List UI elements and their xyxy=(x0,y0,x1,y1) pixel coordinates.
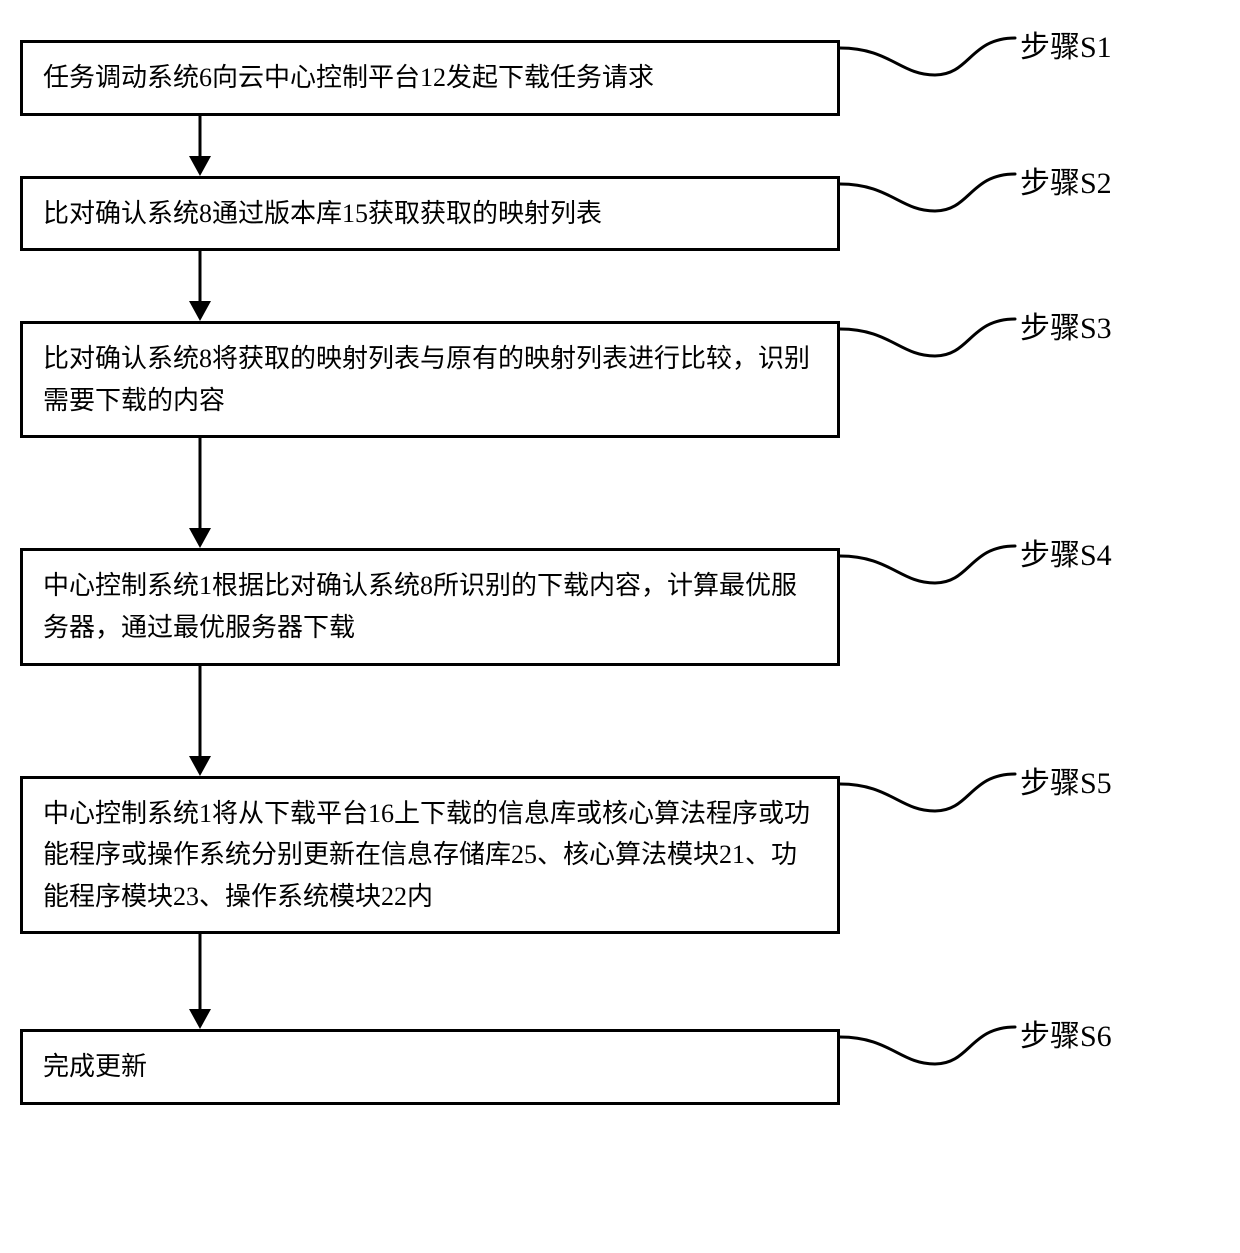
flow-step-box: 比对确认系统8通过版本库15获取获取的映射列表 xyxy=(20,176,840,252)
flow-step-box: 比对确认系统8将获取的映射列表与原有的映射列表进行比较，识别需要下载的内容 xyxy=(20,321,840,438)
flow-step-row: 中心控制系统1将从下载平台16上下载的信息库或核心算法程序或功能程序或操作系统分… xyxy=(20,776,1220,935)
step-label-callout: 步骤S1 xyxy=(840,40,1180,90)
flow-arrow xyxy=(20,666,840,776)
callout-curve xyxy=(840,30,1180,80)
callout-curve xyxy=(840,166,1180,216)
flowchart-container: 任务调动系统6向云中心控制平台12发起下载任务请求步骤S1 比对确认系统8通过版本… xyxy=(20,40,1220,1105)
callout-curve xyxy=(840,766,1180,816)
flow-step-box: 中心控制系统1将从下载平台16上下载的信息库或核心算法程序或功能程序或操作系统分… xyxy=(20,776,840,935)
callout-curve xyxy=(840,538,1180,588)
flow-step-box: 完成更新 xyxy=(20,1029,840,1105)
step-label-callout: 步骤S3 xyxy=(840,321,1180,371)
flow-arrow xyxy=(20,116,840,176)
flow-step-row: 中心控制系统1根据比对确认系统8所识别的下载内容，计算最优服务器，通过最优服务器… xyxy=(20,548,1220,665)
flow-step-box: 任务调动系统6向云中心控制平台12发起下载任务请求 xyxy=(20,40,840,116)
flow-arrow xyxy=(20,438,840,548)
step-label: 步骤S6 xyxy=(1020,1011,1112,1055)
step-label: 步骤S2 xyxy=(1020,158,1112,202)
callout-curve xyxy=(840,1019,1180,1069)
flow-arrow xyxy=(20,934,840,1029)
step-label: 步骤S1 xyxy=(1020,22,1112,66)
step-label: 步骤S4 xyxy=(1020,530,1112,574)
step-label-callout: 步骤S6 xyxy=(840,1029,1180,1079)
step-label-callout: 步骤S5 xyxy=(840,776,1180,826)
flow-arrow xyxy=(20,251,840,321)
step-label: 步骤S3 xyxy=(1020,303,1112,347)
step-label-callout: 步骤S4 xyxy=(840,548,1180,598)
flow-step-box: 中心控制系统1根据比对确认系统8所识别的下载内容，计算最优服务器，通过最优服务器… xyxy=(20,548,840,665)
flow-step-row: 比对确认系统8通过版本库15获取获取的映射列表步骤S2 xyxy=(20,176,1220,252)
flow-step-row: 任务调动系统6向云中心控制平台12发起下载任务请求步骤S1 xyxy=(20,40,1220,116)
step-label-callout: 步骤S2 xyxy=(840,176,1180,226)
callout-curve xyxy=(840,311,1180,361)
flow-step-row: 比对确认系统8将获取的映射列表与原有的映射列表进行比较，识别需要下载的内容步骤S… xyxy=(20,321,1220,438)
step-label: 步骤S5 xyxy=(1020,758,1112,802)
flow-step-row: 完成更新步骤S6 xyxy=(20,1029,1220,1105)
